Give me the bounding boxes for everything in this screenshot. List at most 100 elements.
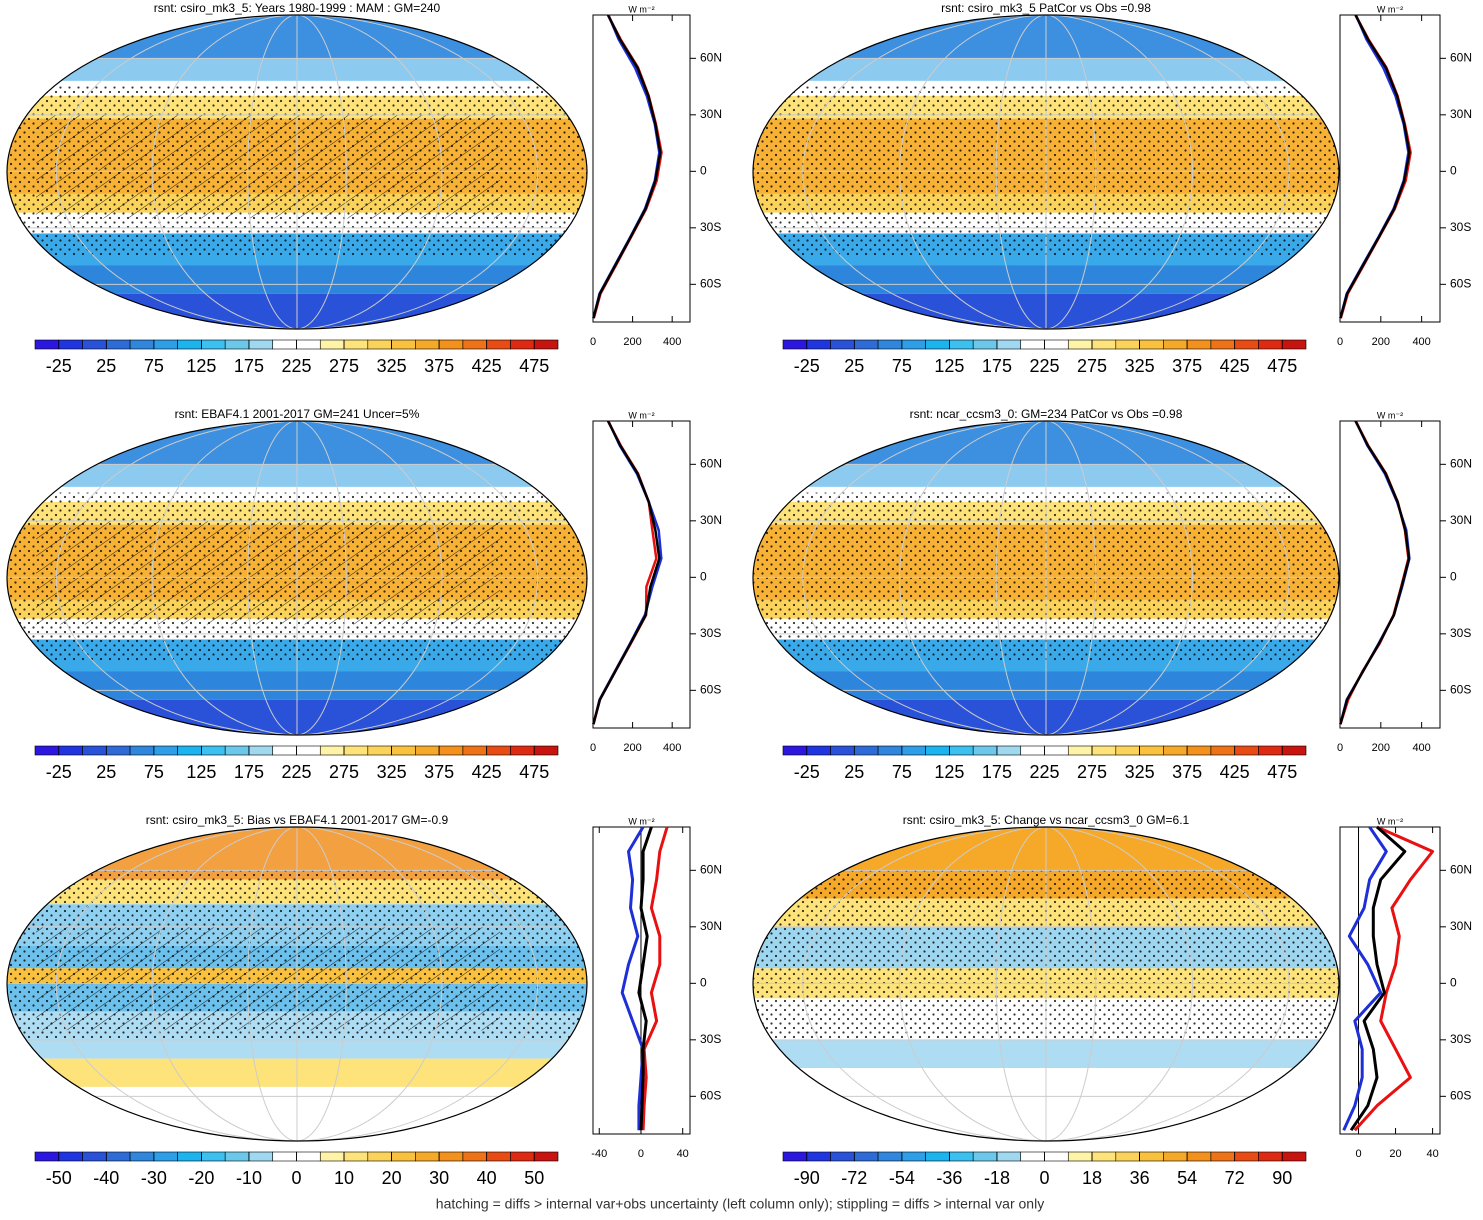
colorbar-box [925,1151,950,1162]
y-tick-label: 60N [1450,862,1472,876]
colorbar-box [533,1151,559,1162]
map-border [752,14,1340,330]
y-tick-label: 0 [700,975,707,989]
y-tick-label: 30N [700,513,722,527]
colorbar-label: 275 [1077,356,1107,376]
colorbar-label: 0 [291,1168,301,1188]
colorbar-label: 25 [844,356,864,376]
colorbar-label: 125 [186,356,216,376]
colorbar-box [248,339,274,350]
colorbar-label: 425 [1220,762,1250,782]
colorbar-label: 175 [234,356,264,376]
colorbar-label: 40 [477,1168,497,1188]
colorbar-box [925,745,950,756]
colorbar-box [201,339,226,350]
colorbar-box [830,1151,855,1162]
x-tick-label: 400 [1412,742,1430,754]
colorbar-box [82,745,107,756]
colorbar-box [462,745,487,756]
colorbar-box [1210,745,1235,756]
colorbar-box [1115,745,1140,756]
colorbar-box [1044,1151,1069,1162]
colorbar-label: 175 [982,762,1012,782]
colorbar-box [343,339,369,350]
colorbar-box [533,339,559,350]
meridian [55,421,539,735]
colorbar-label: 225 [281,356,311,376]
colorbar-box [319,745,345,756]
x-tick-label: 400 [663,336,681,348]
profile-frame [592,420,691,729]
colorbar-box [1186,745,1212,756]
colorbar-box [1115,339,1140,350]
colorbar-box [1020,339,1045,350]
colorbar-box [415,745,440,756]
colorbar-box [1163,339,1188,350]
y-tick-label: 60S [1450,683,1471,697]
colorbar-box [272,745,297,756]
colorbar-label: 425 [472,762,502,782]
colorbar-box [510,1151,535,1162]
colorbar-box [415,1151,440,1162]
colorbar-box [391,339,416,350]
colorbar-label: -72 [841,1168,867,1188]
y-tick-label: 60N [700,456,722,470]
y-tick-label: 30N [1450,513,1472,527]
colorbar-box [782,1151,808,1162]
colorbar-label: 325 [1125,762,1155,782]
panel-title: rsnt: csiro_mk3_5 PatCor vs Obs =0.98 [941,1,1151,15]
colorbar-box [438,1151,464,1162]
colorbar-label: 475 [1267,356,1297,376]
x-axis-unit: W m⁻² [628,410,654,420]
colorbar-label: 325 [1125,356,1155,376]
colorbar-box [201,1151,226,1162]
colorbar-label: 475 [519,356,549,376]
colorbar-box [1091,745,1117,756]
colorbar-box [901,745,926,756]
meridian [55,15,539,329]
x-tick-label: 0 [1355,1148,1361,1160]
map [7,421,587,735]
colorbar-box [1091,339,1117,350]
colorbar-label: 475 [519,762,549,782]
profile-line [1339,420,1411,725]
colorbar-box [34,339,60,350]
colorbar-box [1020,1151,1045,1162]
colorbar-box [177,1151,202,1162]
colorbar-box [1067,1151,1093,1162]
colorbar-box [1091,1151,1117,1162]
colorbar-box [1186,339,1212,350]
meridian [995,15,1097,329]
colorbar-box [996,339,1022,350]
colorbar-box [177,339,202,350]
colorbar-box [1163,745,1188,756]
x-tick-label: 0 [590,742,596,754]
x-tick-label: 200 [623,742,641,754]
colorbar-box [533,745,559,756]
colorbar-label: 125 [934,762,964,782]
profile-frame [592,14,691,323]
colorbar-box [1044,745,1069,756]
colorbar-box [319,339,345,350]
colorbar-box [343,745,369,756]
colorbar-label: 375 [1172,356,1202,376]
panel-title: rsnt: csiro_mk3_5: Change vs ncar_ccsm3_… [903,813,1190,827]
x-tick-label: -40 [591,1148,607,1160]
hatching [36,520,500,625]
meridian [802,15,1290,329]
colorbar-box [854,1151,879,1162]
profile-line [1339,14,1411,319]
y-tick-label: 60S [1450,1089,1471,1103]
colorbar-label: 30 [429,1168,449,1188]
colorbar-box [996,1151,1022,1162]
colorbar-box [177,745,202,756]
colorbar-box [486,339,511,350]
map [753,827,1339,1141]
hatching [36,926,500,1031]
colorbar-label: -20 [188,1168,214,1188]
colorbar-label: 75 [144,762,164,782]
colorbar-box [82,339,107,350]
colorbar-label: 0 [1039,1168,1049,1188]
